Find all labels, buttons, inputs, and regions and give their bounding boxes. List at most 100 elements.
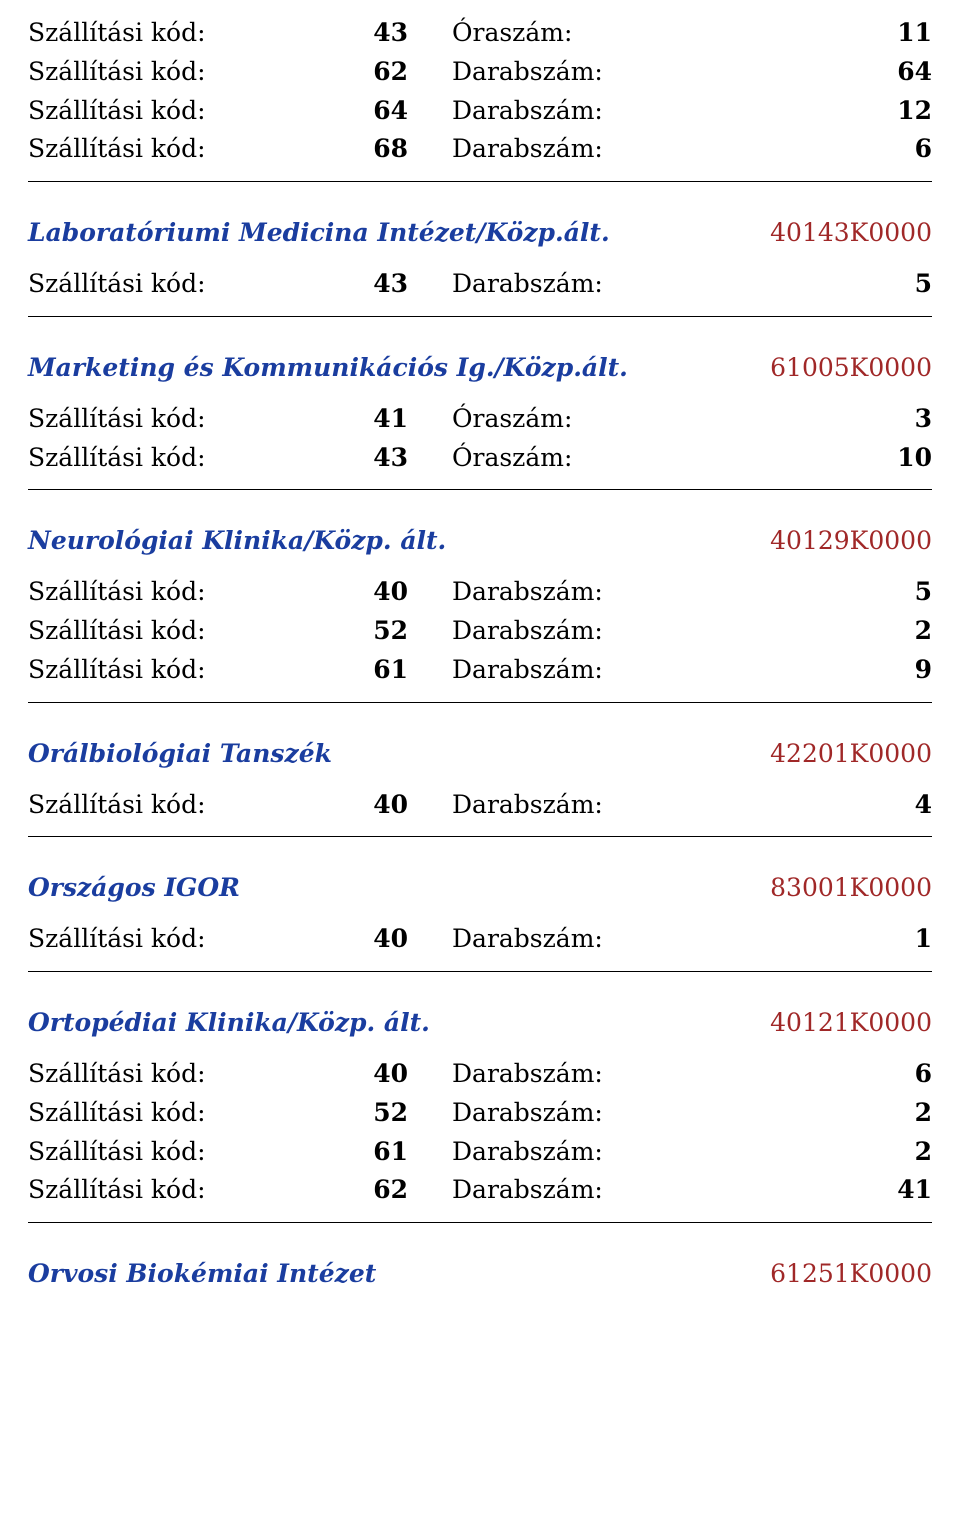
type-label: Óraszám:: [408, 14, 772, 53]
table-row: Szállítási kód: 43 Óraszám: 10: [28, 439, 932, 478]
table-row: Szállítási kód: 41 Óraszám: 3: [28, 400, 932, 439]
amount-value: 5: [772, 573, 932, 612]
table-row: Szállítási kód: 40 Darabszám: 1: [28, 920, 932, 959]
szkod-value: 41: [278, 400, 408, 439]
amount-value: 64: [772, 53, 932, 92]
section-block: Orálbiológiai Tanszék 42201K0000 Szállít…: [28, 739, 932, 838]
table-row: Szállítási kód: 52 Darabszám: 2: [28, 612, 932, 651]
label-szkod: Szállítási kód:: [28, 1094, 278, 1133]
type-label: Darabszám:: [408, 651, 772, 690]
szkod-value: 40: [278, 573, 408, 612]
section-title: Orálbiológiai Tanszék: [28, 739, 332, 768]
section-header: Országos IGOR 83001K0000: [28, 873, 932, 902]
table-row: Szállítási kód: 52 Darabszám: 2: [28, 1094, 932, 1133]
amount-value: 3: [772, 400, 932, 439]
szkod-value: 43: [278, 439, 408, 478]
section-title: Laboratóriumi Medicina Intézet/Közp.ált.: [28, 218, 610, 247]
szkod-value: 62: [278, 1171, 408, 1210]
szkod-value: 61: [278, 651, 408, 690]
section-header: Neurológiai Klinika/Közp. ált. 40129K000…: [28, 526, 932, 555]
section-header: Ortopédiai Klinika/Közp. ált. 40121K0000: [28, 1008, 932, 1037]
section-code: 40121K0000: [770, 1008, 932, 1037]
section-code: 42201K0000: [770, 739, 932, 768]
section-code: 40143K0000: [770, 218, 932, 247]
table-row: Szállítási kód: 61 Darabszám: 2: [28, 1133, 932, 1172]
section-header: Marketing és Kommunikációs Ig./Közp.ált.…: [28, 353, 932, 382]
leading-rows-block: Szállítási kód: 43 Óraszám: 11 Szállítás…: [28, 14, 932, 182]
section-title: Marketing és Kommunikációs Ig./Közp.ált.: [28, 353, 628, 382]
szkod-value: 62: [278, 53, 408, 92]
section-title: Neurológiai Klinika/Közp. ált.: [28, 526, 446, 555]
type-label: Darabszám:: [408, 130, 772, 169]
type-label: Darabszám:: [408, 1171, 772, 1210]
label-szkod: Szállítási kód:: [28, 92, 278, 131]
type-label: Darabszám:: [408, 1133, 772, 1172]
amount-value: 2: [772, 1133, 932, 1172]
type-label: Óraszám:: [408, 400, 772, 439]
section-title: Országos IGOR: [28, 873, 240, 902]
divider: [28, 316, 932, 317]
label-szkod: Szállítási kód:: [28, 400, 278, 439]
amount-value: 4: [772, 786, 932, 825]
section-block: Neurológiai Klinika/Közp. ált. 40129K000…: [28, 526, 932, 702]
amount-value: 6: [772, 130, 932, 169]
amount-value: 10: [772, 439, 932, 478]
table-row: Szállítási kód: 64 Darabszám: 12: [28, 92, 932, 131]
section-code: 61005K0000: [770, 353, 932, 382]
table-row: Szállítási kód: 62 Darabszám: 64: [28, 53, 932, 92]
type-label: Darabszám:: [408, 573, 772, 612]
type-label: Darabszám:: [408, 612, 772, 651]
divider: [28, 181, 932, 182]
label-szkod: Szállítási kód:: [28, 14, 278, 53]
divider: [28, 1222, 932, 1223]
divider: [28, 489, 932, 490]
section-header: Laboratóriumi Medicina Intézet/Közp.ált.…: [28, 218, 932, 247]
amount-value: 41: [772, 1171, 932, 1210]
table-row: Szállítási kód: 62 Darabszám: 41: [28, 1171, 932, 1210]
type-label: Darabszám:: [408, 265, 772, 304]
label-szkod: Szállítási kód:: [28, 265, 278, 304]
table-row: Szállítási kód: 43 Óraszám: 11: [28, 14, 932, 53]
label-szkod: Szállítási kód:: [28, 53, 278, 92]
label-szkod: Szállítási kód:: [28, 573, 278, 612]
type-label: Darabszám:: [408, 1094, 772, 1133]
table-row: Szállítási kód: 68 Darabszám: 6: [28, 130, 932, 169]
szkod-value: 43: [278, 265, 408, 304]
type-label: Darabszám:: [408, 786, 772, 825]
amount-value: 2: [772, 1094, 932, 1133]
amount-value: 9: [772, 651, 932, 690]
section-header: Orálbiológiai Tanszék 42201K0000: [28, 739, 932, 768]
label-szkod: Szállítási kód:: [28, 920, 278, 959]
table-row: Szállítási kód: 43 Darabszám: 5: [28, 265, 932, 304]
label-szkod: Szállítási kód:: [28, 1133, 278, 1172]
amount-value: 11: [772, 14, 932, 53]
szkod-value: 68: [278, 130, 408, 169]
divider: [28, 836, 932, 837]
type-label: Darabszám:: [408, 920, 772, 959]
section-code: 40129K0000: [770, 526, 932, 555]
szkod-value: 52: [278, 1094, 408, 1133]
label-szkod: Szállítási kód:: [28, 1171, 278, 1210]
szkod-value: 64: [278, 92, 408, 131]
label-szkod: Szállítási kód:: [28, 786, 278, 825]
type-label: Darabszám:: [408, 1055, 772, 1094]
section-block: Országos IGOR 83001K0000 Szállítási kód:…: [28, 873, 932, 972]
section-code: 83001K0000: [770, 873, 932, 902]
label-szkod: Szállítási kód:: [28, 130, 278, 169]
divider: [28, 971, 932, 972]
table-row: Szállítási kód: 40 Darabszám: 4: [28, 786, 932, 825]
section-header: Orvosi Biokémiai Intézet 61251K0000: [28, 1259, 932, 1288]
section-title: Ortopédiai Klinika/Közp. ált.: [28, 1008, 430, 1037]
amount-value: 5: [772, 265, 932, 304]
label-szkod: Szállítási kód:: [28, 651, 278, 690]
table-row: Szállítási kód: 40 Darabszám: 6: [28, 1055, 932, 1094]
type-label: Darabszám:: [408, 92, 772, 131]
amount-value: 1: [772, 920, 932, 959]
amount-value: 12: [772, 92, 932, 131]
label-szkod: Szállítási kód:: [28, 612, 278, 651]
section-block: Ortopédiai Klinika/Közp. ált. 40121K0000…: [28, 1008, 932, 1223]
szkod-value: 52: [278, 612, 408, 651]
szkod-value: 40: [278, 786, 408, 825]
label-szkod: Szállítási kód:: [28, 439, 278, 478]
szkod-value: 43: [278, 14, 408, 53]
